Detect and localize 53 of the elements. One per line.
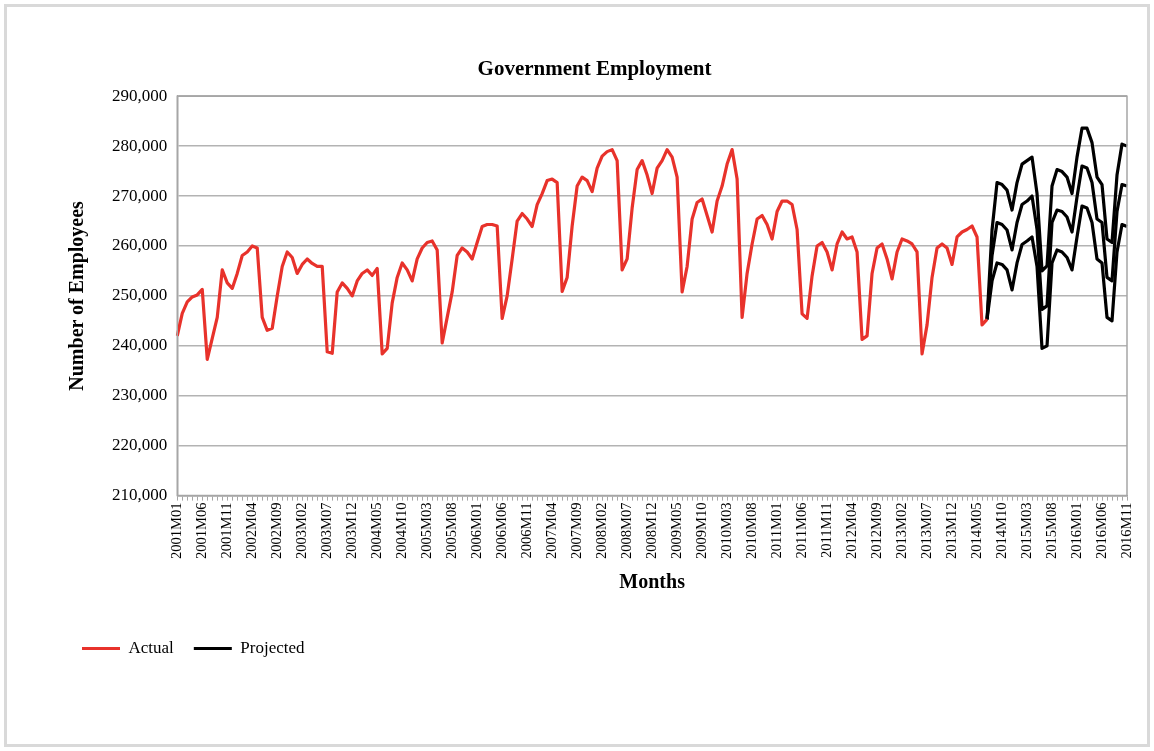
y-tick-label: 240,000 xyxy=(112,335,168,355)
y-axis-title: Number of Employees xyxy=(65,200,89,391)
x-tick-label: 2013M07 xyxy=(917,502,934,560)
x-tick-label: 2008M02 xyxy=(592,502,609,560)
x-tick-label: 2016M11 xyxy=(1117,502,1134,559)
x-tick-label: 2015M08 xyxy=(1042,502,1059,560)
x-tick-label: 2001M01 xyxy=(168,502,185,560)
x-tick-label: 2005M03 xyxy=(418,502,434,560)
x-tick-label: 2014M10 xyxy=(992,502,1009,560)
x-tick-label: 2002M04 xyxy=(243,501,260,560)
x-tick-label: 2011M06 xyxy=(792,502,809,559)
y-tick-label: 260,000 xyxy=(112,235,168,255)
x-axis-title: Months xyxy=(619,570,686,593)
x-tick-label: 2006M06 xyxy=(492,502,509,560)
x-tick-label: 2008M12 xyxy=(642,502,659,560)
x-tick-label: 2011M01 xyxy=(767,502,784,559)
x-tick-label: 2015M03 xyxy=(1017,502,1034,560)
x-tick-label: 2007M04 xyxy=(542,501,559,560)
y-tick-label: 220,000 xyxy=(112,435,168,455)
x-tick-label: 2001M06 xyxy=(193,502,210,560)
y-tick-label: 270,000 xyxy=(112,185,168,205)
x-tick-label: 2003M07 xyxy=(318,502,335,560)
legend-label: Projected xyxy=(240,637,306,657)
x-tick-label: 2007M09 xyxy=(567,502,584,560)
y-tick-label: 250,000 xyxy=(112,285,168,305)
x-tick-label: 2008M07 xyxy=(617,502,634,560)
x-tick-label: 2012M09 xyxy=(867,502,884,560)
x-tick-label: 2013M12 xyxy=(942,502,959,560)
x-tick-label: 2004M10 xyxy=(393,502,409,560)
x-tick-label: 2013M02 xyxy=(892,502,909,560)
x-tick-label: 2011M11 xyxy=(817,502,834,558)
x-tick-label: 2010M03 xyxy=(717,502,734,560)
x-tick-label: 2012M04 xyxy=(842,501,859,560)
legend-label: Actual xyxy=(128,637,175,657)
x-tick-label: 2014M05 xyxy=(967,502,984,560)
y-tick-label: 230,000 xyxy=(112,385,168,405)
x-tick-label: 2016M01 xyxy=(1067,502,1084,560)
x-tick-label: 2016M06 xyxy=(1092,502,1109,560)
x-tick-label: 2009M05 xyxy=(667,502,684,560)
y-tick-label: 280,000 xyxy=(112,135,168,155)
chart-title: Government Employment xyxy=(477,56,712,81)
x-tick-label: 2002M09 xyxy=(268,502,285,560)
x-tick-label: 2003M12 xyxy=(343,502,360,560)
x-tick-label: 2004M05 xyxy=(368,502,385,560)
y-tick-label: 210,000 xyxy=(112,485,168,505)
y-tick-label: 290,000 xyxy=(112,85,168,105)
x-tick-label: 2006M01 xyxy=(467,502,484,560)
x-tick-label: 2009M10 xyxy=(692,502,709,560)
x-tick-label: 2005M08 xyxy=(442,502,459,560)
x-tick-label: 2006M11 xyxy=(517,502,534,559)
x-tick-label: 2003M02 xyxy=(293,502,310,560)
x-tick-label: 2001M11 xyxy=(218,502,235,559)
x-tick-label: 2010M08 xyxy=(742,502,759,560)
